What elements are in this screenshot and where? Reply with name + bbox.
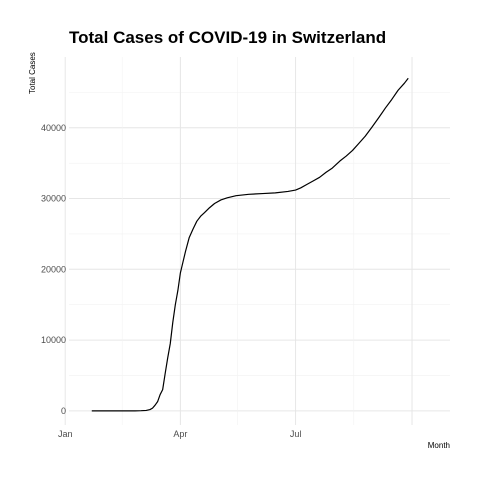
series-layer — [91, 77, 409, 412]
y-axis-label: Total Cases — [28, 52, 37, 94]
y-tick-labels: 0 10000 20000 30000 40000 — [41, 123, 66, 416]
gridlines — [64, 57, 450, 425]
x-tick-label: Jan — [58, 429, 73, 439]
y-tick-label: 0 — [61, 406, 66, 416]
x-tick-labels: Jan Apr Jul — [58, 429, 301, 439]
series-line — [91, 77, 409, 412]
y-tick-label: 30000 — [41, 194, 66, 204]
x-axis-label: Month — [428, 441, 450, 450]
y-tick-label: 10000 — [41, 335, 66, 345]
y-tick-label: 20000 — [41, 264, 66, 274]
x-tick-label: Apr — [173, 429, 187, 439]
chart-title: Total Cases of COVID-19 in Switzerland — [69, 28, 386, 47]
x-tick-label: Jul — [290, 429, 302, 439]
y-tick-label: 40000 — [41, 123, 66, 133]
